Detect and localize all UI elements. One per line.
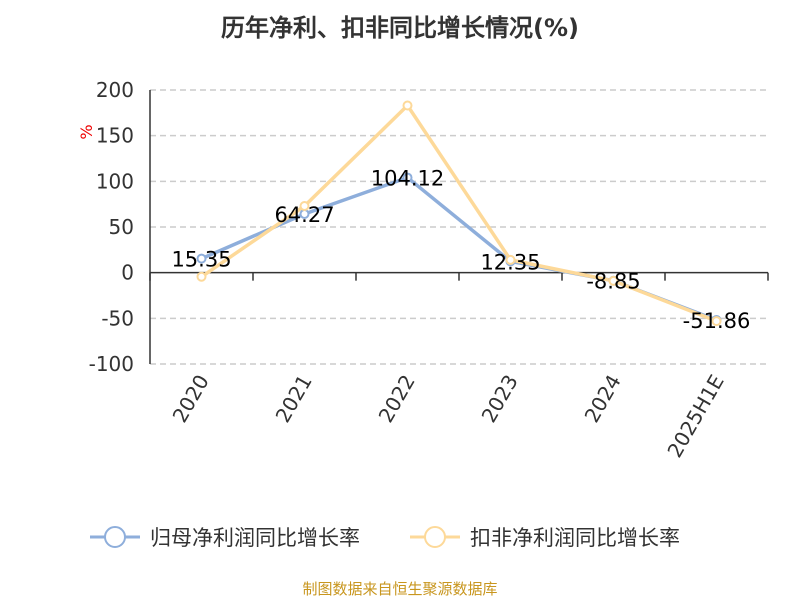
x-tick-label: 2022 <box>374 371 420 427</box>
data-point <box>505 254 516 265</box>
data-point <box>196 271 207 282</box>
y-tick-label: 100 <box>96 169 134 193</box>
legend-label: 归母净利润同比增长率 <box>150 526 360 550</box>
x-tick-label: 2023 <box>477 371 523 427</box>
series-line-1 <box>200 175 718 322</box>
data-point <box>402 172 413 183</box>
data-label: 12.35 <box>480 250 540 274</box>
data-label: 64.27 <box>274 203 334 227</box>
data-label: 15.35 <box>171 248 231 272</box>
x-tick-label: 2021 <box>271 371 317 427</box>
data-point <box>196 253 207 264</box>
y-tick-label: -100 <box>89 352 134 376</box>
y-tick-label: 0 <box>121 261 134 285</box>
data-label: 104.12 <box>371 167 444 191</box>
y-tick-label: -50 <box>101 306 134 330</box>
source-note: 制图数据来自恒生聚源数据库 <box>302 580 498 598</box>
legend-marker <box>424 526 446 548</box>
y-tick-label: 50 <box>109 215 134 239</box>
legend-label: 扣非净利润同比增长率 <box>470 526 680 550</box>
x-tick-label: 2025H1E <box>662 371 728 462</box>
data-point <box>608 275 619 286</box>
data-label: -51.86 <box>683 309 751 333</box>
data-point <box>402 100 413 111</box>
data-point <box>299 200 310 211</box>
y-tick-label: 200 <box>96 78 134 102</box>
y-axis-unit: % <box>77 124 96 139</box>
y-tick-label: 150 <box>96 124 134 148</box>
chart-title: 历年净利、扣非同比增长情况(%) <box>221 14 579 42</box>
series-line-2 <box>200 102 718 323</box>
legend-marker <box>104 526 126 548</box>
data-label: -8.85 <box>586 270 640 294</box>
x-tick-label: 2020 <box>168 371 214 427</box>
x-tick-label: 2024 <box>580 371 626 427</box>
data-point <box>711 316 722 327</box>
